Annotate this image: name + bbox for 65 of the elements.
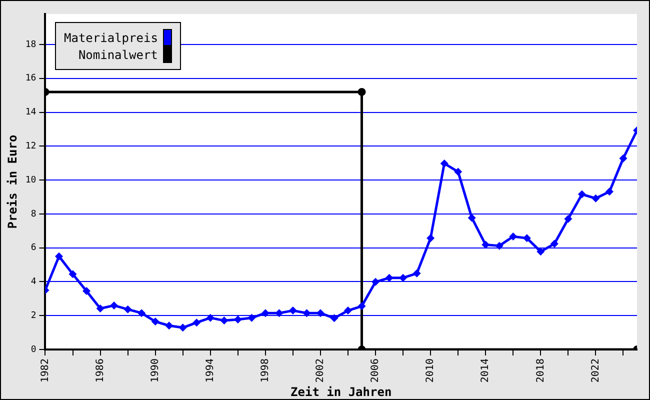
x-tick-label: 2014 bbox=[480, 358, 492, 383]
point bbox=[110, 301, 118, 310]
point bbox=[275, 309, 284, 318]
x-axis-title: Zeit in Jahren bbox=[290, 384, 392, 399]
point bbox=[564, 214, 572, 223]
x-tick-label: 2010 bbox=[425, 358, 436, 383]
point bbox=[192, 318, 201, 327]
y-tick-label: 4 bbox=[30, 277, 36, 288]
point bbox=[151, 318, 160, 326]
legend-label: Nominalwert bbox=[78, 48, 158, 62]
point bbox=[509, 232, 518, 240]
y-tick-label: 10 bbox=[25, 175, 36, 186]
point bbox=[138, 309, 146, 318]
point bbox=[578, 190, 586, 198]
point bbox=[372, 278, 380, 286]
point bbox=[55, 252, 63, 260]
y-tick-label: 0 bbox=[30, 344, 36, 355]
point bbox=[592, 194, 600, 202]
legend-label: Materialpreis bbox=[64, 30, 158, 44]
x-tick-label: 1994 bbox=[204, 358, 216, 383]
y-tick-label: 12 bbox=[25, 142, 36, 152]
y-tick-label: 6 bbox=[30, 243, 36, 254]
y-tick-label: 14 bbox=[25, 108, 36, 118]
point bbox=[605, 188, 614, 196]
y-tick-label: 18 bbox=[25, 40, 36, 50]
point bbox=[426, 234, 435, 242]
point bbox=[288, 306, 297, 315]
point bbox=[330, 314, 338, 322]
point bbox=[358, 302, 366, 310]
x-tick-label: 2018 bbox=[535, 358, 546, 383]
y-tick-label: 16 bbox=[25, 74, 36, 84]
point bbox=[165, 322, 174, 330]
x-tick-label: 1990 bbox=[150, 358, 161, 383]
point bbox=[96, 304, 104, 313]
point bbox=[220, 316, 228, 325]
point bbox=[302, 309, 311, 318]
y-tick-label: 8 bbox=[30, 209, 36, 220]
point bbox=[522, 234, 531, 242]
point bbox=[440, 159, 448, 168]
point bbox=[536, 248, 545, 256]
point bbox=[82, 287, 91, 296]
y-axis-title: Preis in Euro bbox=[5, 134, 20, 229]
x-tick-label: 2002 bbox=[315, 358, 326, 383]
x-tick-label: 1998 bbox=[260, 358, 272, 383]
x-tick-label: 2006 bbox=[370, 358, 382, 383]
point bbox=[412, 269, 421, 278]
point bbox=[124, 305, 132, 314]
point bbox=[261, 309, 270, 318]
point bbox=[178, 324, 187, 332]
point bbox=[248, 314, 256, 322]
point bbox=[482, 240, 490, 249]
point bbox=[619, 154, 628, 162]
x-tick-label: 1986 bbox=[94, 358, 106, 383]
point bbox=[206, 314, 214, 322]
x-tick-label: 2022 bbox=[590, 358, 602, 383]
point bbox=[344, 306, 352, 315]
point bbox=[550, 240, 558, 248]
point bbox=[454, 168, 462, 176]
point bbox=[68, 270, 77, 278]
point bbox=[468, 214, 476, 222]
x-tick-label: 1982 bbox=[40, 358, 51, 383]
point bbox=[385, 274, 394, 282]
point bbox=[399, 274, 408, 282]
point bbox=[495, 242, 504, 250]
y-tick-label: 2 bbox=[30, 310, 36, 321]
